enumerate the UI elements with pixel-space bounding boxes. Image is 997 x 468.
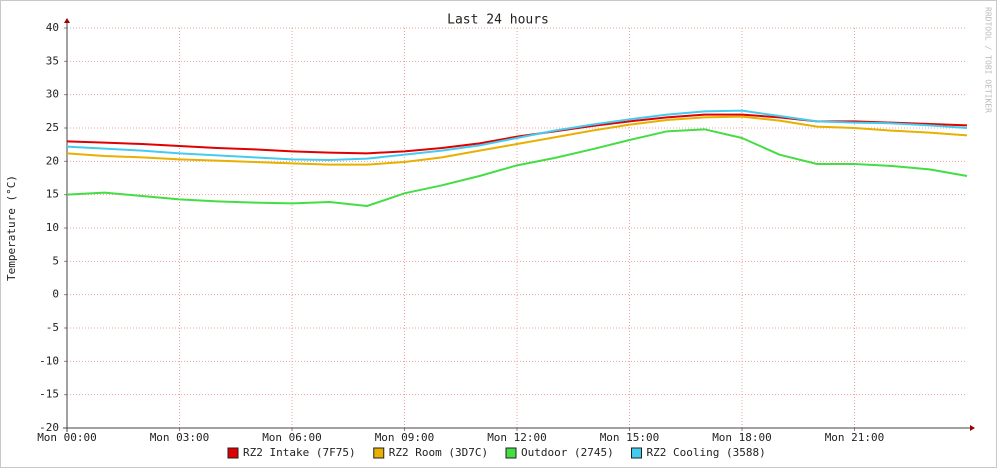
y-tick-label: -5	[46, 321, 59, 334]
y-tick-label: 20	[46, 154, 59, 167]
legend-label: RZ2 Room (3D7C)	[389, 446, 488, 459]
y-tick-label: 35	[46, 54, 59, 67]
y-tick-label: 40	[46, 21, 59, 34]
x-tick-label: Mon 03:00	[150, 431, 210, 444]
y-tick-label: 15	[46, 188, 59, 201]
y-axis-label: Temperature (°C)	[5, 175, 18, 281]
watermark: RRDTOOL / TOBI OETIKER	[984, 7, 993, 113]
y-tick-label: 10	[46, 221, 59, 234]
legend-swatch	[227, 447, 239, 459]
series-line	[66, 115, 968, 166]
legend-label: Outdoor (2745)	[521, 446, 614, 459]
series-line	[66, 128, 968, 207]
y-tick-label: 25	[46, 121, 59, 134]
y-axis-arrow	[64, 18, 70, 23]
x-tick-label: Mon 00:00	[37, 431, 97, 444]
x-axis-arrow	[970, 425, 975, 431]
x-tick-label: Mon 15:00	[600, 431, 660, 444]
x-tick-label: Mon 06:00	[262, 431, 322, 444]
x-tick-label: Mon 18:00	[712, 431, 772, 444]
y-tick-label: -10	[39, 354, 59, 367]
y-tick-label: 0	[52, 288, 59, 301]
y-tick-label: 5	[52, 254, 59, 267]
y-tick-label: -15	[39, 388, 59, 401]
y-tick-label: 30	[46, 88, 59, 101]
x-tick-label: Mon 21:00	[825, 431, 885, 444]
series-line	[66, 109, 968, 161]
x-tick-label: Mon 12:00	[487, 431, 547, 444]
legend-swatch	[505, 447, 517, 459]
x-tick-label: Mon 09:00	[375, 431, 435, 444]
y-tick-label: -20	[39, 421, 59, 434]
legend-label: RZ2 Cooling (3588)	[647, 446, 766, 459]
legend-label: RZ2 Intake (7F75)	[243, 446, 356, 459]
legend-swatch	[373, 447, 385, 459]
chart-title: Last 24 hours	[447, 13, 549, 28]
legend-swatch	[631, 447, 642, 459]
